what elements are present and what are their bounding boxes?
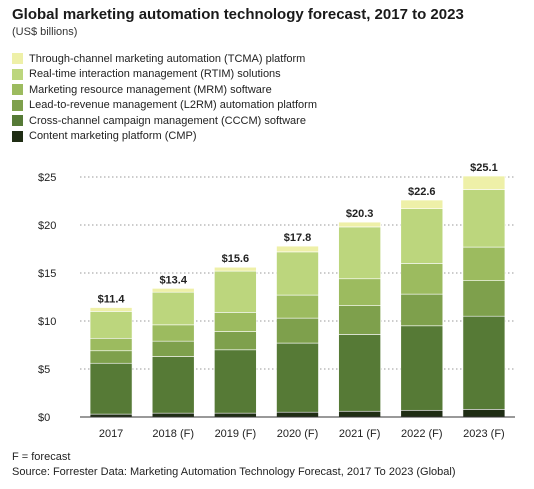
bar-segment — [151, 291, 195, 326]
y-tick-label: $0 — [38, 412, 50, 424]
bar-segment — [462, 315, 506, 410]
bar-segment — [276, 245, 319, 253]
legend-label: Through-channel marketing automation (TC… — [29, 52, 306, 65]
bar-total-label: $13.4 — [159, 274, 187, 286]
bar-segment — [276, 251, 319, 296]
bar-segment — [276, 294, 319, 319]
legend-swatch — [12, 99, 23, 111]
legend-swatch — [12, 84, 23, 96]
bar-segment — [89, 362, 133, 415]
y-tick-label: $15 — [38, 268, 56, 280]
x-tick-label: 2023 (F) — [463, 428, 505, 440]
bar-total-label: $11.4 — [98, 294, 126, 306]
legend-label: Content marketing platform (CMP) — [29, 130, 197, 143]
y-tick-label: $5 — [38, 364, 50, 376]
legend-label: Lead-to-revenue management (L2RM) automa… — [29, 99, 317, 112]
bar-segment — [400, 409, 444, 418]
legend-item: Cross-channel campaign management (CCCM)… — [12, 113, 317, 129]
bar-total-label: $20.3 — [346, 208, 374, 220]
bar-segment — [338, 226, 381, 280]
bar-segment — [214, 312, 257, 332]
bar-segment — [400, 199, 444, 209]
legend-item: Content marketing platform (CMP) — [12, 129, 317, 145]
bar-segment — [89, 350, 133, 364]
bar-segment — [89, 337, 133, 352]
y-tick-label: $10 — [38, 316, 56, 328]
bar-segment — [462, 189, 506, 248]
bar-segment — [151, 412, 195, 418]
x-tick-label: 2020 (F) — [277, 428, 319, 440]
bar-segment — [214, 266, 257, 272]
legend-swatch — [12, 115, 23, 127]
bar-segment — [89, 311, 133, 339]
bar-segment — [400, 263, 444, 295]
bar-segment — [462, 246, 506, 281]
chart-title: Global marketing automation technology f… — [12, 6, 464, 23]
bar-segment — [462, 175, 506, 190]
y-tick-label: $20 — [38, 220, 56, 232]
bar-segment — [400, 293, 444, 327]
bar-segment — [214, 349, 257, 414]
bar-segment — [151, 340, 195, 357]
legend-item: Marketing resource management (MRM) soft… — [12, 82, 317, 98]
legend-swatch — [12, 130, 23, 142]
bar-segment — [214, 270, 257, 313]
legend-item: Through-channel marketing automation (TC… — [12, 51, 317, 67]
legend-swatch — [12, 68, 23, 80]
x-tick-label: 2019 (F) — [215, 428, 257, 440]
x-tick-label: 2022 (F) — [401, 428, 443, 440]
x-tick-label: 2021 (F) — [339, 428, 381, 440]
footnote: F = forecast — [12, 451, 71, 463]
bar-segment — [338, 278, 381, 306]
legend-label: Real-time interaction management (RTIM) … — [29, 68, 281, 81]
bar-segment — [276, 317, 319, 344]
legend-label: Cross-channel campaign management (CCCM)… — [29, 114, 306, 127]
bar-total-label: $15.6 — [222, 253, 250, 265]
bar-segment — [276, 342, 319, 413]
y-tick-label: $25 — [38, 172, 56, 184]
bar-segment — [462, 409, 506, 418]
bar-total-label: $25.1 — [470, 162, 498, 174]
bar-segment — [214, 331, 257, 351]
bar-segment — [276, 411, 319, 418]
bar-segment — [338, 221, 381, 228]
bar-segment — [400, 325, 444, 411]
bar-segment — [338, 410, 381, 418]
bar-total-label: $22.6 — [408, 186, 436, 198]
x-tick-label: 2018 (F) — [152, 428, 194, 440]
source-note: Source: Forrester Data: Marketing Automa… — [12, 466, 456, 478]
bar-segment — [151, 324, 195, 342]
x-tick-label: 2017 — [99, 428, 123, 440]
bar-total-label: $17.8 — [284, 232, 312, 244]
legend-swatch — [12, 53, 23, 65]
bar-segment — [462, 280, 506, 317]
bar-segment — [214, 412, 257, 418]
chart-subtitle: (US$ billions) — [12, 26, 78, 38]
bar-segment — [338, 334, 381, 412]
legend-item: Real-time interaction management (RTIM) … — [12, 67, 317, 83]
legend: Through-channel marketing automation (TC… — [12, 51, 317, 144]
bar-segment — [400, 208, 444, 264]
bar-segment — [151, 288, 195, 293]
bar-segment — [151, 356, 195, 414]
legend-item: Lead-to-revenue management (L2RM) automa… — [12, 98, 317, 114]
bar-segment — [338, 305, 381, 335]
bar-segment — [89, 307, 133, 312]
legend-label: Marketing resource management (MRM) soft… — [29, 83, 272, 96]
